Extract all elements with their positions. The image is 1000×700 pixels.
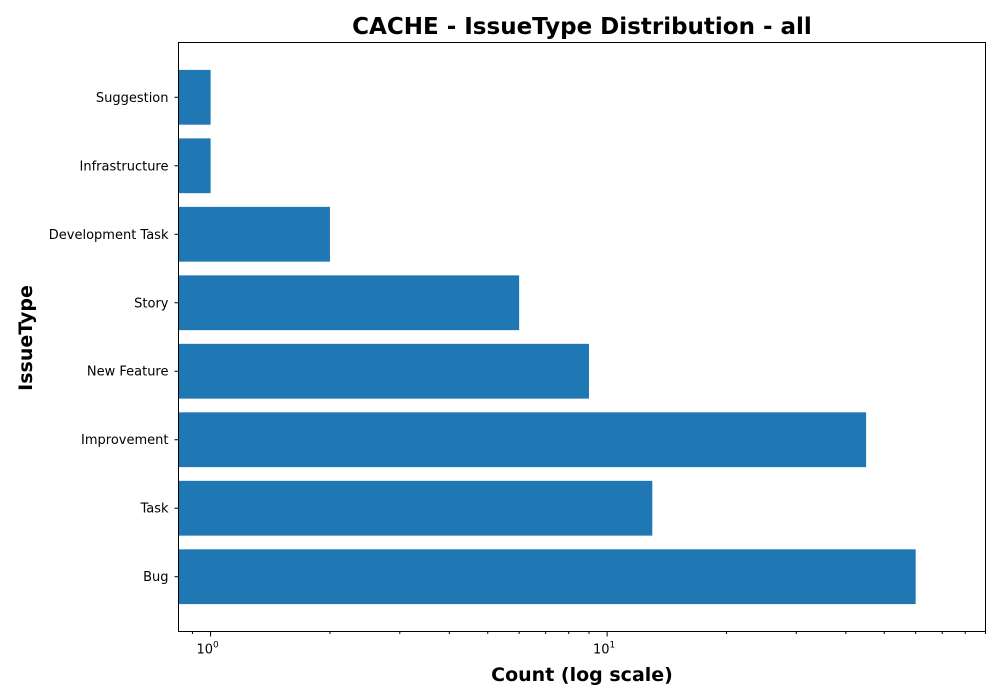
bar-new-feature bbox=[178, 343, 589, 399]
bar-development-task bbox=[178, 206, 330, 262]
x-axis-ticks: 100 101 bbox=[191, 631, 986, 658]
y-tick-label: Infrastructure bbox=[80, 159, 169, 174]
y-axis-label: IssueType bbox=[15, 285, 37, 391]
y-tick-label: Improvement bbox=[81, 433, 168, 448]
y-axis-ticks: Bug Task Improvement New Feature Story Develo… bbox=[49, 91, 179, 585]
y-tick-label: Suggestion bbox=[96, 91, 169, 106]
bar-infrastructure bbox=[178, 138, 211, 194]
bar-suggestion bbox=[178, 69, 211, 125]
chart-title: CACHE - IssueType Distribution - all bbox=[352, 14, 812, 40]
bar-story bbox=[178, 275, 520, 331]
y-tick-label: Story bbox=[134, 296, 169, 311]
y-tick-label: Task bbox=[139, 502, 169, 517]
y-tick-label: New Feature bbox=[87, 365, 169, 380]
x-tick-label: 100 bbox=[196, 641, 219, 658]
bar-task bbox=[178, 480, 653, 536]
bar-bug bbox=[178, 549, 916, 605]
bar-improvement bbox=[178, 412, 867, 468]
x-tick-label: 101 bbox=[593, 641, 615, 658]
x-axis-label: Count (log scale) bbox=[491, 664, 673, 686]
bars-group bbox=[178, 69, 916, 605]
y-tick-label: Bug bbox=[143, 570, 168, 585]
y-tick-label: Development Task bbox=[49, 228, 169, 243]
plot-frame bbox=[178, 42, 986, 632]
